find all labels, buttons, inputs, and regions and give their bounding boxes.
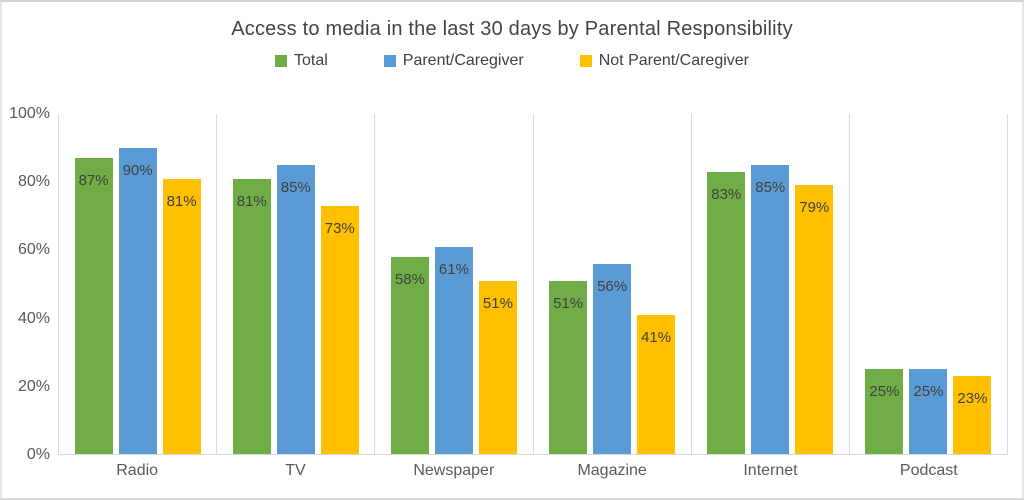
plot-area: 87% 90% 81% 81% 85% 73% 58% 61% 51% 51% 56% 41% 83% 8… (58, 114, 1009, 455)
bar-tv-parent-caregiver: 85% (276, 165, 315, 454)
bar-data-label: 25% (869, 383, 900, 400)
legend-label: Parent/Caregiver (402, 52, 524, 69)
bar-radio-total: 87% (74, 158, 113, 454)
legend-label: Not Parent/Caregiver (598, 52, 750, 69)
category-group-tv: 81% 85% 73% (216, 114, 374, 454)
bar-internet-parent-caregiver: 85% (751, 165, 790, 454)
legend-swatch-icon (579, 55, 592, 67)
bar-tv-total: 81% (232, 178, 271, 454)
category-group-newspaper: 58% 61% 51% (374, 114, 532, 454)
chart-legend: Total Parent/Caregiver Not Parent/Caregive… (2, 52, 1022, 70)
bar-data-label: 25% (913, 383, 944, 400)
y-axis-tick-label: 60% (17, 241, 50, 259)
bar-data-label: 87% (78, 172, 109, 190)
x-axis-label-newspaper: Newspaper (413, 462, 495, 479)
bar-data-label: 56% (597, 277, 628, 295)
x-axis-category-labels: Radio TV Newspaper Magazine Internet Podcast (58, 455, 1008, 480)
y-axis: 0% 20% 40% 60% 80% 100% (2, 105, 58, 463)
bar-data-label: 83% (711, 185, 742, 203)
legend-item-1: Parent/Caregiver (383, 52, 524, 70)
bar-data-label: 85% (280, 179, 311, 196)
chart-title: Access to media in the last 30 days by P… (231, 18, 793, 40)
legend-swatch-icon (274, 55, 287, 67)
bar-newspaper-total: 58% (390, 256, 429, 454)
bar-internet-not-parent-caregiver: 79% (795, 185, 834, 454)
bar-data-label: 81% (236, 192, 267, 210)
bar-newspaper-not-parent-caregiver: 51% (478, 280, 517, 454)
bar-radio-not-parent-caregiver: 81% (162, 178, 201, 454)
bar-magazine-parent-caregiver: 56% (593, 263, 632, 454)
bar-podcast-not-parent-caregiver: 23% (953, 375, 992, 454)
legend-item-2: Not Parent/Caregiver (579, 52, 750, 70)
bar-podcast-parent-caregiver: 25% (909, 369, 948, 454)
bar-data-label: 81% (166, 192, 197, 210)
bar-data-label: 51% (482, 294, 513, 312)
bar-internet-total: 83% (707, 171, 746, 454)
bar-magazine-total: 51% (549, 280, 588, 454)
category-group-internet: 83% 85% 79% (690, 114, 849, 454)
x-axis-label-magazine: Magazine (577, 462, 647, 479)
bar-data-label: 79% (799, 199, 830, 217)
bar-tv-not-parent-caregiver: 73% (320, 205, 359, 454)
bar-data-label: 23% (957, 389, 988, 407)
y-axis-tick-label: 100% (9, 105, 50, 122)
category-group-radio: 87% 90% 81% (58, 114, 216, 454)
bar-data-label: 61% (438, 260, 469, 278)
legend-item-0: Total (274, 52, 328, 70)
y-axis-tick-label: 40% (17, 309, 50, 327)
x-axis-label-podcast: Podcast (899, 462, 958, 479)
bar-data-label: 41% (641, 328, 672, 346)
category-group-podcast: 25% 25% 23% (848, 114, 1009, 454)
bar-data-label: 85% (755, 179, 786, 196)
bar-podcast-total: 25% (865, 369, 904, 454)
y-axis-tick-label: 0% (26, 446, 50, 463)
bar-newspaper-parent-caregiver: 61% (434, 246, 473, 454)
bar-data-label: 58% (394, 270, 425, 288)
bar-data-label: 90% (122, 162, 153, 179)
x-axis-label-radio: Radio (116, 462, 159, 479)
legend-label: Total (293, 52, 328, 69)
bar-radio-parent-caregiver: 90% (118, 148, 157, 454)
bar-data-label: 51% (553, 294, 584, 312)
y-axis-tick-label: 20% (17, 377, 50, 395)
category-group-magazine: 51% 56% 41% (532, 114, 691, 454)
chart-area: 0% 20% 40% 60% 80% 100% 87% 90% 81% 81% 85% 73% 58%… (2, 105, 1022, 463)
bar-data-label: 73% (324, 219, 355, 237)
x-axis-label-tv: TV (285, 462, 306, 479)
y-axis-tick-label: 80% (17, 173, 50, 191)
x-axis-label-internet: Internet (743, 462, 798, 479)
bar-magazine-not-parent-caregiver: 41% (637, 314, 676, 454)
legend-swatch-icon (383, 55, 396, 67)
